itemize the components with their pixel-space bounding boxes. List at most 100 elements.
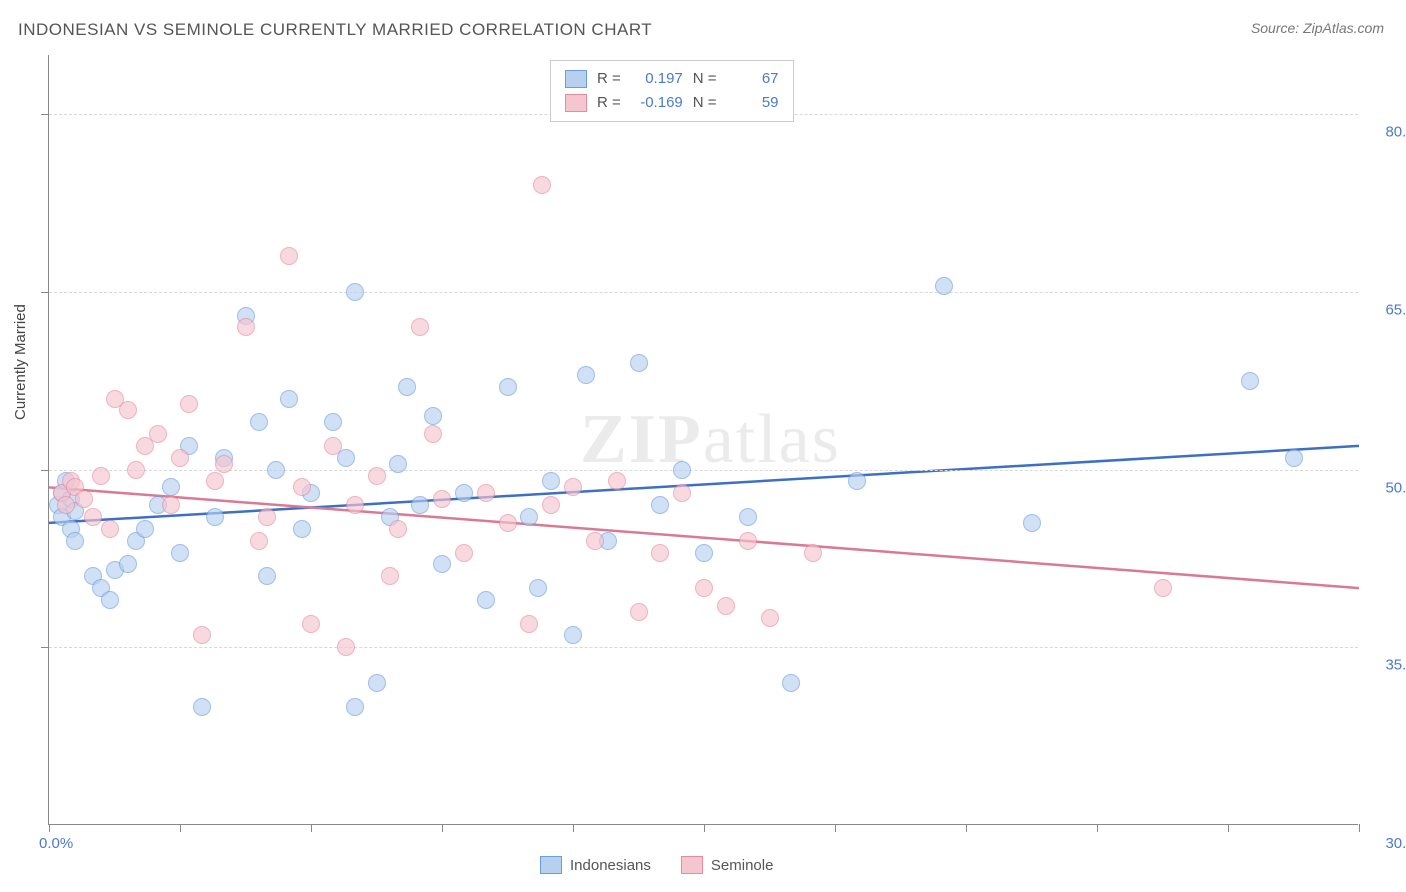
- scatter-point: [258, 567, 276, 585]
- legend-swatch: [565, 94, 587, 112]
- x-tick: [49, 824, 50, 832]
- legend-r-value: 0.197: [631, 67, 683, 91]
- scatter-point: [1154, 579, 1172, 597]
- scatter-point: [695, 579, 713, 597]
- scatter-point: [673, 484, 691, 502]
- legend-row: R =0.197N =67: [565, 67, 779, 91]
- y-tick-label: 50.0%: [1368, 479, 1406, 496]
- scatter-point: [136, 520, 154, 538]
- scatter-point: [119, 401, 137, 419]
- chart-plot-area: 35.0%50.0%65.0%80.0%0.0%30.0%: [48, 55, 1358, 825]
- scatter-point: [368, 674, 386, 692]
- scatter-point: [389, 520, 407, 538]
- series-legend-label: Seminole: [711, 857, 774, 874]
- scatter-point: [193, 698, 211, 716]
- scatter-point: [739, 532, 757, 550]
- scatter-point: [389, 455, 407, 473]
- scatter-point: [717, 597, 735, 615]
- scatter-point: [293, 478, 311, 496]
- scatter-point: [346, 496, 364, 514]
- scatter-point: [499, 378, 517, 396]
- scatter-point: [411, 496, 429, 514]
- scatter-point: [280, 247, 298, 265]
- scatter-point: [171, 449, 189, 467]
- scatter-point: [206, 508, 224, 526]
- y-axis-title: Currently Married: [12, 304, 29, 420]
- scatter-point: [92, 467, 110, 485]
- scatter-point: [935, 277, 953, 295]
- scatter-point: [411, 318, 429, 336]
- x-tick: [573, 824, 574, 832]
- scatter-point: [324, 437, 342, 455]
- scatter-point: [651, 496, 669, 514]
- scatter-point: [267, 461, 285, 479]
- x-tick: [704, 824, 705, 832]
- scatter-point: [542, 472, 560, 490]
- scatter-point: [206, 472, 224, 490]
- x-tick-label-max: 30.0%: [1385, 835, 1406, 852]
- series-legend-item: Indonesians: [540, 856, 651, 874]
- scatter-point: [782, 674, 800, 692]
- scatter-point: [381, 567, 399, 585]
- scatter-point: [193, 626, 211, 644]
- scatter-point: [237, 318, 255, 336]
- correlation-legend: R =0.197N =67R =-0.169N =59: [550, 60, 794, 122]
- scatter-point: [533, 176, 551, 194]
- scatter-point: [75, 490, 93, 508]
- trend-lines: [49, 55, 1359, 825]
- scatter-point: [101, 520, 119, 538]
- y-tick: [41, 292, 49, 293]
- legend-r-value: -0.169: [631, 91, 683, 115]
- scatter-point: [84, 508, 102, 526]
- scatter-point: [477, 484, 495, 502]
- legend-n-value: 59: [727, 91, 779, 115]
- scatter-point: [673, 461, 691, 479]
- legend-n-label: N =: [693, 91, 717, 115]
- scatter-point: [761, 609, 779, 627]
- series-legend-label: Indonesians: [570, 857, 651, 874]
- y-tick: [41, 470, 49, 471]
- scatter-point: [293, 520, 311, 538]
- scatter-point: [499, 514, 517, 532]
- scatter-point: [848, 472, 866, 490]
- scatter-point: [424, 425, 442, 443]
- grid-line: [49, 470, 1358, 471]
- legend-swatch: [540, 856, 562, 874]
- scatter-point: [127, 461, 145, 479]
- scatter-point: [542, 496, 560, 514]
- scatter-point: [577, 366, 595, 384]
- scatter-point: [529, 579, 547, 597]
- x-tick: [1359, 824, 1360, 832]
- scatter-point: [630, 603, 648, 621]
- scatter-point: [149, 425, 167, 443]
- scatter-point: [520, 615, 538, 633]
- scatter-point: [739, 508, 757, 526]
- scatter-point: [695, 544, 713, 562]
- trend-line: [49, 446, 1359, 523]
- x-tick: [1228, 824, 1229, 832]
- scatter-point: [162, 478, 180, 496]
- scatter-point: [433, 555, 451, 573]
- scatter-point: [520, 508, 538, 526]
- y-tick-label: 80.0%: [1368, 124, 1406, 141]
- scatter-point: [398, 378, 416, 396]
- scatter-point: [215, 455, 233, 473]
- scatter-point: [1241, 372, 1259, 390]
- x-tick: [966, 824, 967, 832]
- x-tick: [311, 824, 312, 832]
- scatter-point: [651, 544, 669, 562]
- source-label: Source: ZipAtlas.com: [1251, 20, 1384, 36]
- x-tick: [835, 824, 836, 832]
- series-legend: Indonesians Seminole: [540, 856, 773, 874]
- scatter-point: [564, 626, 582, 644]
- grid-line: [49, 292, 1358, 293]
- scatter-point: [101, 591, 119, 609]
- legend-n-value: 67: [727, 67, 779, 91]
- scatter-point: [57, 496, 75, 514]
- x-tick: [180, 824, 181, 832]
- scatter-point: [433, 490, 451, 508]
- scatter-point: [586, 532, 604, 550]
- scatter-point: [477, 591, 495, 609]
- legend-swatch: [681, 856, 703, 874]
- scatter-point: [608, 472, 626, 490]
